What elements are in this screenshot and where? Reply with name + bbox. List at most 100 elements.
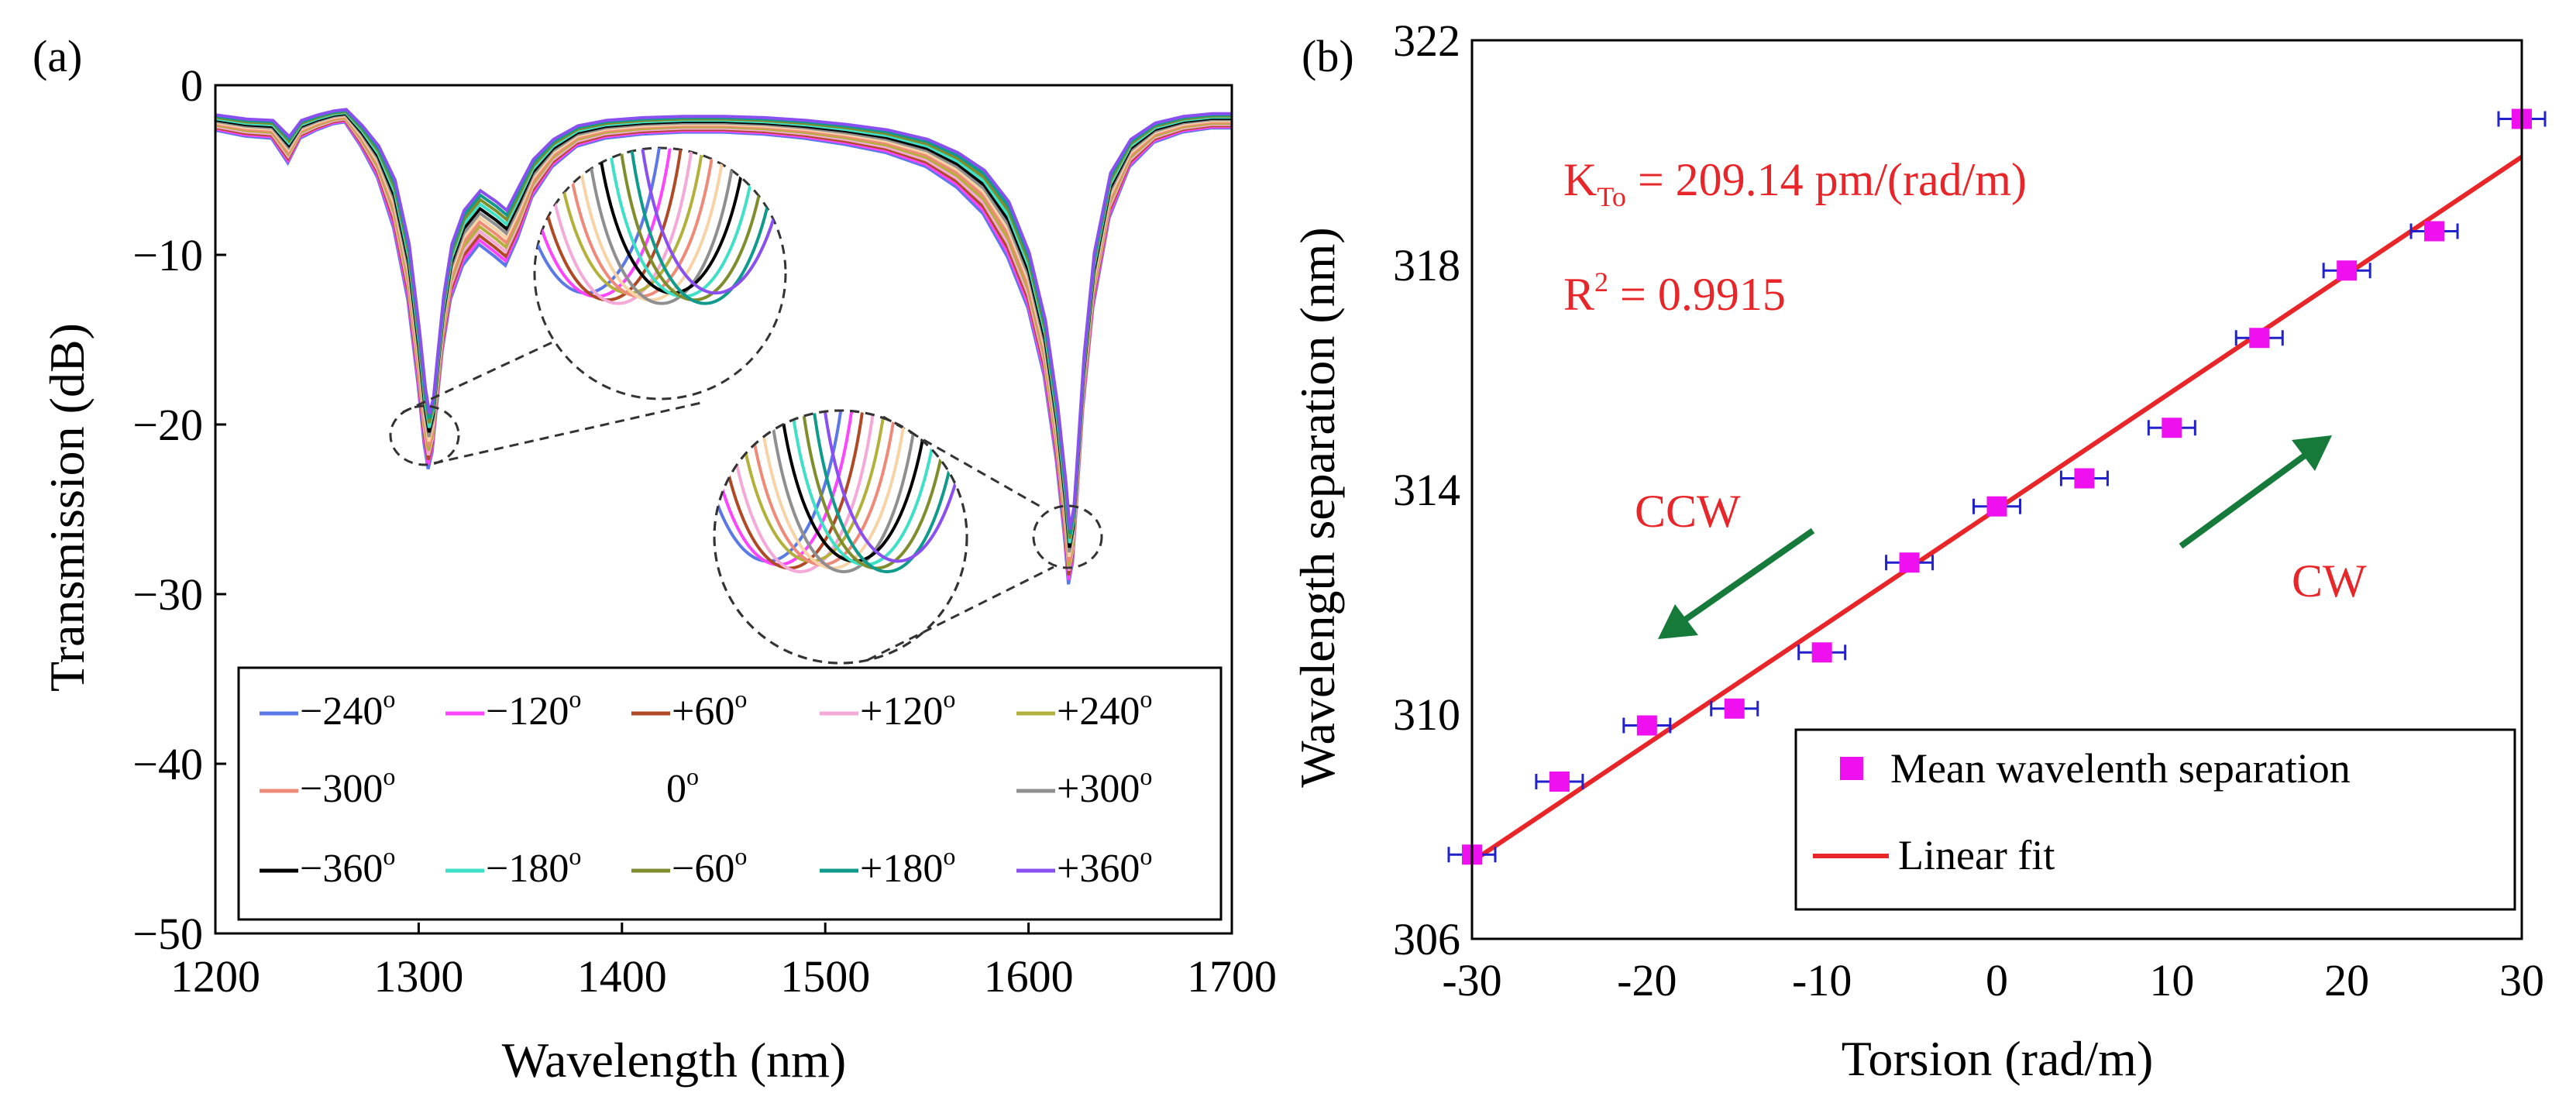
panel-a-x-ticks: 1200 1300 1400 1500 1600 1700	[170, 923, 1277, 1002]
panel-b-label: (b)	[1302, 31, 1354, 81]
panel-a-legend: −240o −120o +60o +120o +240o −300o 0o +300o −360…	[237, 666, 1223, 921]
panel-a-axes-frame	[214, 84, 1233, 935]
data-point	[1710, 698, 1759, 719]
zoom-guide-line	[433, 401, 702, 465]
y-tick-label: −50	[132, 909, 203, 959]
x-tick-label: 0	[1986, 955, 2008, 1005]
zoom-inset-dip2-curves	[714, 411, 967, 573]
x-tick-label: 1200	[170, 951, 260, 1002]
legend-marker-icon	[1840, 757, 1863, 780]
y-tick-label: 314	[1393, 465, 1460, 515]
panel-b-data-points	[1447, 108, 2547, 865]
mean-marker	[2424, 221, 2445, 242]
zoomed-curve	[543, 148, 693, 305]
legend-item-label: +120o	[860, 685, 955, 734]
x-tick-label: 30	[2499, 955, 2544, 1005]
zoom-source-circle-dip1	[389, 404, 460, 466]
r-value: = 0.9915	[1608, 269, 1786, 320]
zoom-source-circle-dip2	[1032, 504, 1103, 569]
data-point	[1535, 772, 1584, 792]
y-tick-label: 318	[1393, 240, 1460, 290]
legend-box	[237, 666, 1223, 921]
mean-marker	[1811, 642, 1832, 663]
panel-a-spectra	[215, 108, 1232, 585]
panel-b-legend: Mean wavelenth separation Linear fit	[1794, 728, 2516, 911]
data-point	[2059, 468, 2109, 489]
x-tick-label: 10	[2149, 955, 2194, 1005]
data-point	[1972, 496, 2021, 517]
panel-a-y-axis-label: Transmission (dB)	[40, 323, 95, 692]
mean-marker	[2249, 328, 2270, 349]
mean-marker	[1899, 552, 1920, 573]
x-tick-label: 1600	[984, 951, 1074, 1002]
mean-marker	[1549, 772, 1570, 792]
k-annotation: KTo = 209.14 pm/(rad/m)	[1563, 154, 2027, 212]
k-symbol: K	[1563, 154, 1597, 205]
zoomed-curve	[725, 411, 875, 573]
y-tick-label: −10	[132, 230, 203, 280]
x-tick-label: 1300	[373, 951, 463, 1002]
k-value: = 209.14 pm/(rad/m)	[1626, 154, 2027, 205]
r-symbol: R	[1563, 269, 1594, 320]
x-tick-label: 1400	[577, 951, 667, 1002]
cw-arrow	[2179, 435, 2332, 549]
x-tick-label: -20	[1617, 955, 1677, 1005]
data-point	[2322, 260, 2371, 281]
legend-item-label: +360o	[1057, 842, 1152, 891]
legend-item-label: −60o	[672, 842, 747, 891]
k-subscript: To	[1597, 181, 1625, 212]
panel-b-y-axis-label: Wavelength separation (nm)	[1290, 227, 1345, 787]
r-superscript: 2	[1594, 266, 1608, 297]
legend-item-fit: Linear fit	[1898, 832, 2055, 878]
data-point	[1797, 642, 1847, 663]
legend-item-label: −180o	[486, 842, 581, 891]
legend-item-label: +60o	[672, 685, 747, 734]
x-tick-label: -30	[1442, 955, 1501, 1005]
panel-b-x-ticks: -30 -20 -10 0 10 20 30	[1442, 928, 2544, 1005]
panel-b-x-axis-label: Torsion (rad/m)	[1842, 1031, 2154, 1086]
legend-item-label: −240o	[300, 685, 395, 734]
y-tick-label: 0	[181, 60, 203, 111]
zoomed-curve	[630, 148, 780, 305]
y-tick-label: 310	[1393, 689, 1460, 740]
zoomed-curve	[769, 411, 919, 573]
zoomed-curve	[812, 411, 962, 573]
legend-item-label: +180o	[860, 842, 955, 891]
mean-marker	[1724, 698, 1745, 719]
zoom-guide-line	[867, 565, 1054, 662]
y-tick-label: −40	[132, 739, 203, 789]
legend-item-mean: Mean wavelenth separation	[1890, 745, 2351, 792]
data-point	[1622, 715, 1672, 736]
mean-marker	[1986, 496, 2007, 517]
legend-item-label: 0o	[666, 762, 699, 811]
panel-b-axes-frame	[1470, 39, 2523, 940]
data-point	[1885, 552, 1935, 573]
y-tick-label: 322	[1393, 15, 1460, 66]
panel-a-y-ticks: 0 −10 −20 −30 −40 −50	[132, 60, 226, 959]
legend-item-label: −360o	[300, 842, 395, 891]
cw-label: CW	[2292, 555, 2367, 607]
x-tick-label: 1700	[1187, 951, 1277, 1002]
mean-marker	[1636, 715, 1657, 736]
panel-b-plot-area: KTo = 209.14 pm/(rad/m) R2 = 0.9915 CCW …	[1447, 39, 2547, 940]
data-point	[2409, 221, 2459, 242]
panel-b-y-ticks: 306 310 314 318 322	[1393, 15, 1483, 964]
zoomed-curve	[586, 148, 737, 305]
ccw-arrow	[1658, 528, 1815, 639]
panel-a-x-axis-label: Wavelength (nm)	[502, 1033, 846, 1088]
y-tick-label: 306	[1393, 914, 1460, 964]
mean-marker	[2337, 260, 2358, 281]
y-tick-label: −20	[132, 400, 203, 450]
mean-marker	[2162, 418, 2182, 438]
panel-a-label: (a)	[33, 31, 82, 81]
zoom-inset-dip2-border	[713, 409, 968, 665]
legend-item-label: +300o	[1057, 762, 1152, 811]
x-tick-label: 20	[2324, 955, 2369, 1005]
legend-item-label: −300o	[300, 762, 395, 811]
y-tick-label: −30	[132, 569, 203, 620]
data-point	[2234, 328, 2284, 349]
legend-item-label: −120o	[486, 685, 581, 734]
legend-item-label: +240o	[1057, 685, 1152, 734]
data-point	[2147, 418, 2196, 438]
